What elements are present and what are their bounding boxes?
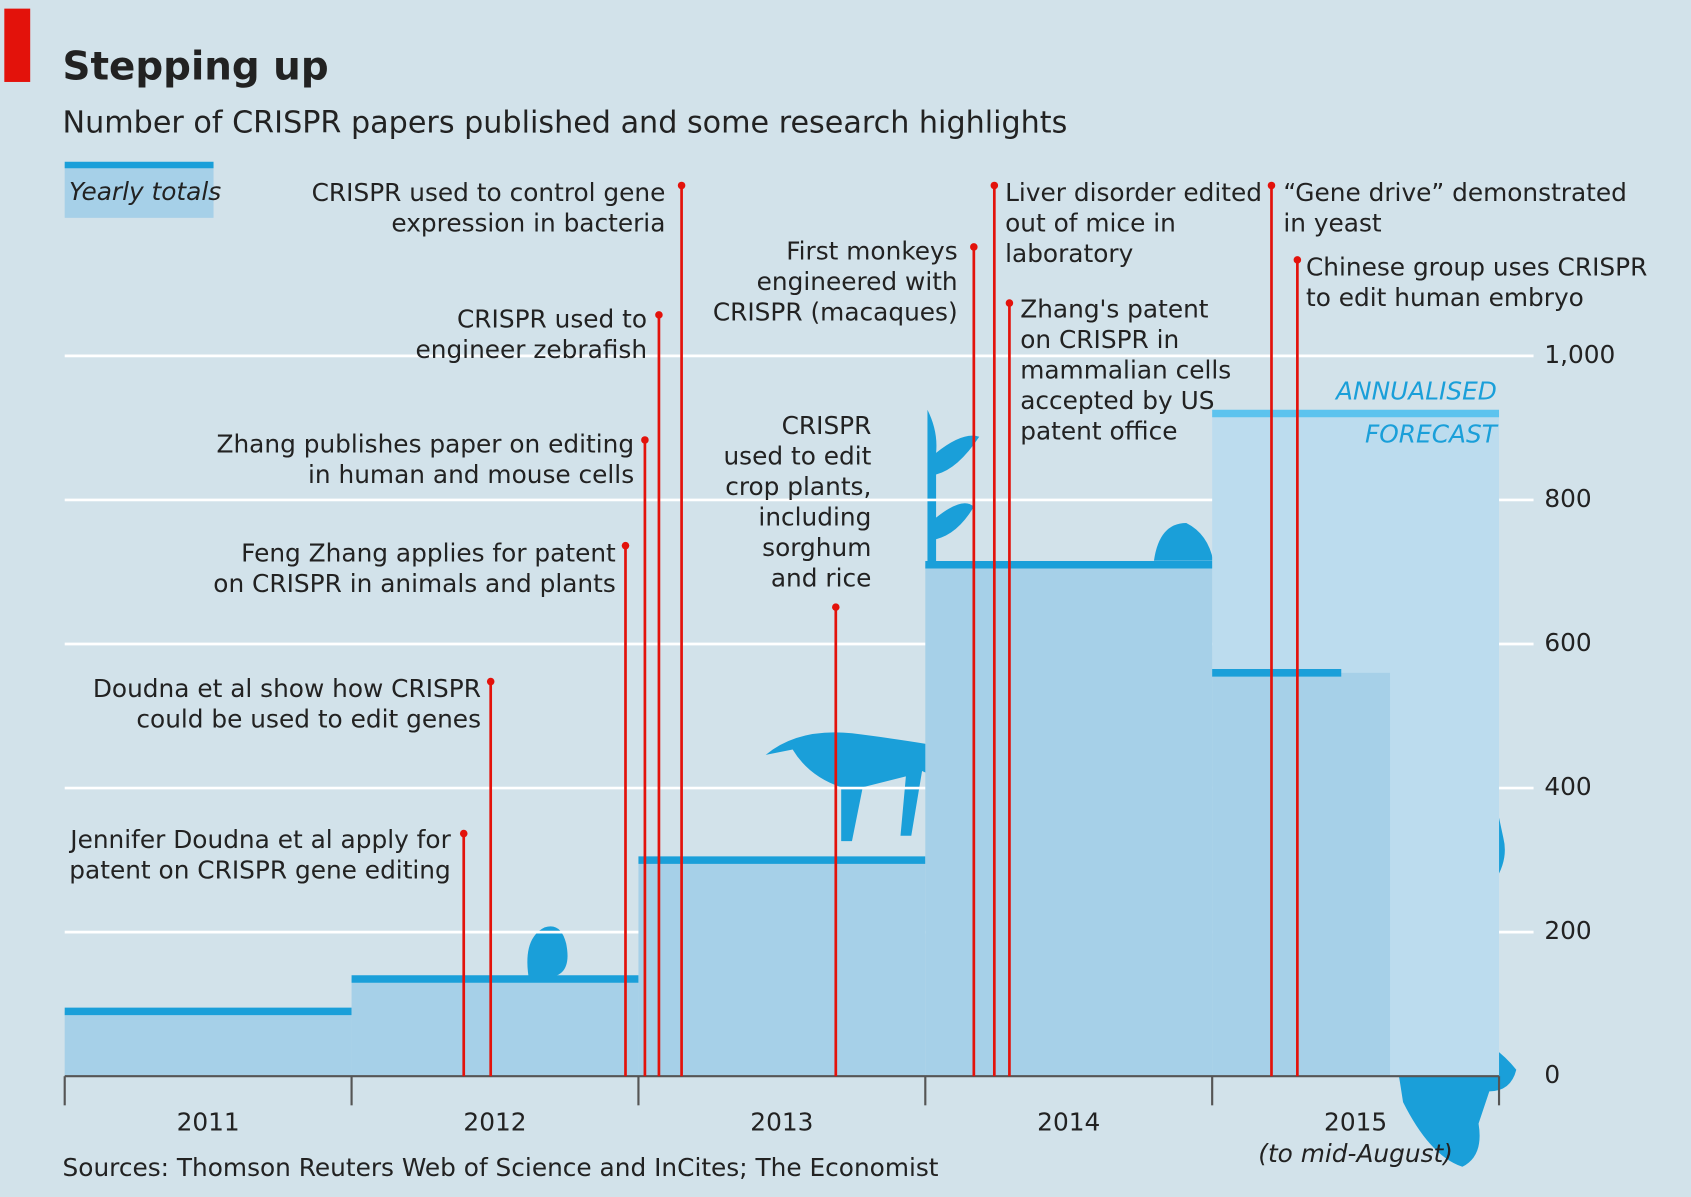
- annotation: and rice: [771, 564, 872, 593]
- silhouette: [527, 926, 568, 976]
- highlight-dot: [486, 677, 495, 686]
- highlight-dot: [1267, 181, 1276, 190]
- annotation: CRISPR used to control gene: [312, 178, 666, 207]
- chart-subtitle: Number of CRISPR papers published and so…: [63, 106, 1068, 141]
- annotation: CRISPR used to: [457, 304, 647, 333]
- annotation: accepted by US: [1020, 386, 1214, 415]
- annotation: “Gene drive” demonstrated: [1283, 178, 1627, 207]
- annotation: crop plants,: [725, 472, 871, 501]
- highlight-dot: [832, 603, 840, 611]
- annotation: patent office: [1020, 417, 1177, 446]
- annotation: to edit human embryo: [1306, 283, 1584, 312]
- annotation: Feng Zhang applies for patent: [241, 538, 616, 567]
- highlight-dot: [621, 541, 630, 550]
- annotation: on CRISPR in animals and plants: [213, 569, 615, 598]
- x-tick-label: 2012: [463, 1108, 526, 1137]
- source: Sources: Thomson Reuters Web of Science …: [63, 1153, 939, 1182]
- annotation: Jennifer Doudna et al apply for: [68, 825, 451, 854]
- highlight-dot: [459, 829, 468, 838]
- bar: [638, 860, 926, 1077]
- bar: [64, 1011, 352, 1077]
- y-tick-label: 0: [1544, 1060, 1560, 1089]
- highlight-dot: [990, 181, 999, 190]
- legend-label: Yearly totals: [69, 177, 221, 206]
- annotation: patent on CRISPR gene editing: [69, 856, 450, 885]
- annotation: Doudna et al show how CRISPR: [93, 674, 481, 703]
- annotation: engineer zebrafish: [415, 335, 647, 364]
- annotation: expression in bacteria: [391, 209, 665, 238]
- annotation: could be used to edit genes: [136, 705, 481, 734]
- annotation: used to edit: [723, 442, 871, 471]
- annotation: CRISPR: [782, 411, 872, 440]
- highlight-dot: [655, 311, 663, 319]
- annotation: in yeast: [1283, 209, 1382, 238]
- legend-box: [64, 163, 214, 218]
- annotation: Zhang's patent: [1020, 295, 1209, 324]
- bar: [925, 564, 1213, 1077]
- x-tick-label: 2011: [177, 1108, 240, 1137]
- highlight-dot: [1005, 299, 1014, 307]
- x-tick-label: 2013: [750, 1108, 813, 1137]
- annotation: laboratory: [1005, 239, 1133, 268]
- bar: [351, 978, 639, 1077]
- annotation: First monkeys: [786, 236, 957, 265]
- annotation: Liver disorder edited: [1005, 178, 1262, 207]
- y-tick-label: 800: [1544, 484, 1591, 513]
- x-tick-label: 2015: [1324, 1108, 1387, 1137]
- annotation: Chinese group uses CRISPR: [1306, 253, 1647, 282]
- highlight-dot: [970, 243, 978, 251]
- forecast-label: FORECAST: [1365, 420, 1499, 449]
- y-tick-label: 200: [1544, 916, 1591, 945]
- x-note: (to mid-August): [1258, 1139, 1453, 1168]
- silhouette: [1153, 523, 1214, 561]
- annotation: on CRISPR in: [1020, 325, 1179, 354]
- bar: [1212, 672, 1391, 1077]
- annotation: including: [758, 503, 871, 532]
- annotation: in human and mouse cells: [308, 460, 634, 489]
- highlight-dot: [677, 181, 686, 190]
- annotation: Zhang publishes paper on editing: [216, 429, 634, 458]
- annotation: out of mice in: [1005, 209, 1176, 238]
- y-tick-label: 400: [1544, 772, 1591, 801]
- y-tick-label: 1,000: [1544, 340, 1615, 369]
- annotation: sorghum: [762, 533, 871, 562]
- silhouette: [927, 409, 980, 604]
- highlight-dot: [1293, 256, 1302, 264]
- highlight-dot: [641, 436, 649, 444]
- x-tick-label: 2014: [1037, 1108, 1100, 1137]
- y-tick-label: 600: [1544, 628, 1591, 657]
- chart-title: Stepping up: [63, 45, 329, 90]
- brand-bar: [4, 8, 31, 82]
- annotation: engineered with: [757, 267, 958, 296]
- forecast-label: ANNUALISED: [1334, 377, 1497, 406]
- annotation: mammalian cells: [1020, 356, 1231, 385]
- annotation: CRISPR (macaques): [713, 297, 958, 326]
